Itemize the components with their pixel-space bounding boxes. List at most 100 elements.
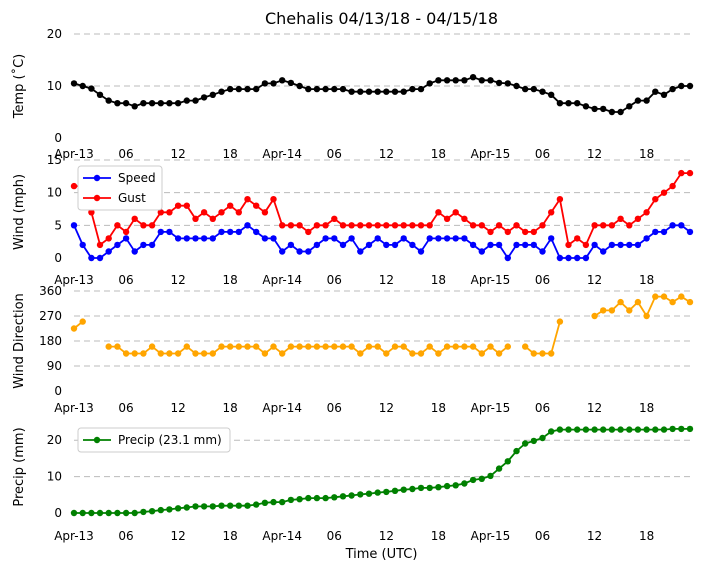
direction-data-point bbox=[435, 350, 442, 357]
direction-data-point bbox=[287, 343, 295, 350]
wind-data-point bbox=[626, 222, 633, 229]
wind-data-point bbox=[409, 241, 416, 249]
precip-data-point bbox=[374, 489, 381, 496]
wind-data-point bbox=[183, 202, 190, 209]
direction-data-point bbox=[652, 293, 659, 300]
temp-data-point bbox=[556, 100, 564, 107]
temp-xtick-label: 18 bbox=[639, 147, 654, 161]
precip-ylabel: Precip (mm) bbox=[12, 427, 27, 506]
wind-data-point bbox=[660, 228, 668, 236]
precip-data-point bbox=[556, 426, 564, 433]
direction-data-point bbox=[660, 293, 668, 300]
direction-data-point bbox=[79, 318, 86, 325]
precip-data-point bbox=[357, 491, 364, 498]
direction-data-point bbox=[131, 350, 138, 357]
precip-data-point bbox=[244, 502, 251, 509]
wind-data-point bbox=[495, 241, 503, 249]
direction-data-point bbox=[270, 343, 277, 350]
direction-data-point bbox=[417, 350, 425, 357]
wind-data-point bbox=[79, 241, 86, 249]
precip-data-point bbox=[365, 490, 373, 497]
wind-data-point bbox=[261, 235, 269, 242]
direction-xtick-label: 18 bbox=[223, 401, 238, 415]
direction-data-point bbox=[218, 343, 225, 350]
wind-data-point bbox=[105, 248, 112, 255]
direction-series-line bbox=[524, 321, 561, 355]
direction-data-point bbox=[530, 350, 537, 357]
direction-data-point bbox=[357, 350, 364, 357]
wind-data-point bbox=[114, 222, 121, 229]
temp-data-point bbox=[96, 91, 104, 99]
wind-data-point bbox=[287, 222, 295, 229]
wind-data-point bbox=[574, 235, 581, 242]
wind-legend-label: Gust bbox=[118, 191, 146, 205]
wind-data-point bbox=[70, 182, 78, 190]
precip-xtick-label: Apr-14 bbox=[262, 529, 302, 543]
direction-data-point bbox=[140, 350, 147, 357]
temp-ytick-label: 10 bbox=[47, 79, 62, 93]
wind-data-point bbox=[678, 169, 685, 177]
wind-xtick-label: Apr-14 bbox=[262, 273, 302, 287]
wind-data-point bbox=[357, 248, 364, 255]
direction-data-point bbox=[235, 343, 242, 350]
temp-data-point bbox=[296, 82, 303, 90]
direction-data-point bbox=[426, 343, 433, 350]
direction-ytick-label: 90 bbox=[47, 359, 62, 373]
direction-data-point bbox=[504, 343, 511, 350]
precip-data-point bbox=[339, 493, 347, 500]
wind-data-point bbox=[365, 241, 373, 249]
precip-data-point bbox=[608, 426, 616, 433]
wind-data-point bbox=[487, 241, 494, 249]
temp-ylabel: Temp (˚C) bbox=[11, 54, 27, 120]
precip-data-point bbox=[261, 499, 269, 506]
wind-xtick-label: 06 bbox=[327, 273, 342, 287]
direction-ytick-label: 360 bbox=[39, 284, 62, 298]
direction-data-point bbox=[608, 307, 616, 314]
temp-data-point bbox=[548, 91, 555, 99]
precip-data-point bbox=[617, 426, 624, 433]
temp-data-point bbox=[669, 85, 676, 93]
precip-data-point bbox=[669, 425, 676, 433]
temp-data-point bbox=[400, 88, 407, 95]
wind-data-point bbox=[96, 241, 104, 249]
temp-data-point bbox=[391, 88, 399, 95]
temp-data-point bbox=[383, 88, 390, 95]
direction-data-point bbox=[556, 318, 564, 325]
wind-data-point bbox=[218, 228, 225, 236]
wind-data-point bbox=[218, 209, 225, 216]
wind-data-point bbox=[678, 222, 685, 229]
precip-data-point bbox=[383, 488, 390, 496]
temp-data-point bbox=[270, 80, 277, 87]
temp-data-point bbox=[322, 85, 329, 93]
direction-data-point bbox=[634, 298, 642, 306]
wind-data-point bbox=[166, 228, 173, 236]
precip-data-point bbox=[348, 492, 355, 499]
temp-xtick-label: 12 bbox=[170, 147, 185, 161]
wind-data-point bbox=[70, 222, 78, 229]
wind-data-point bbox=[634, 215, 642, 222]
wind-data-point bbox=[114, 241, 121, 249]
precip-data-point bbox=[157, 506, 164, 514]
wind-data-point bbox=[443, 235, 451, 242]
precip-data-point bbox=[192, 503, 199, 510]
direction-data-point bbox=[383, 350, 390, 357]
wind-data-point bbox=[478, 248, 485, 255]
wind-xtick-label: Apr-15 bbox=[471, 273, 511, 287]
precip-data-point bbox=[643, 426, 650, 433]
temp-data-point bbox=[513, 82, 520, 90]
precip-data-point bbox=[530, 437, 537, 445]
direction-data-point bbox=[244, 343, 251, 350]
temp-data-point bbox=[365, 88, 373, 95]
wind-data-point bbox=[400, 222, 407, 229]
precip-data-point bbox=[417, 484, 425, 492]
precip-data-point bbox=[469, 476, 477, 484]
wind-data-point bbox=[530, 241, 537, 249]
temp-data-point bbox=[313, 85, 321, 93]
temp-data-point bbox=[70, 80, 78, 87]
wind-xtick-label: 18 bbox=[223, 273, 238, 287]
temp-ytick-label: 0 bbox=[54, 131, 62, 145]
wind-data-point bbox=[200, 235, 208, 242]
temp-xtick-label: Apr-15 bbox=[471, 147, 511, 161]
direction-data-point bbox=[166, 350, 173, 357]
precip-xtick-label: 12 bbox=[587, 529, 602, 543]
